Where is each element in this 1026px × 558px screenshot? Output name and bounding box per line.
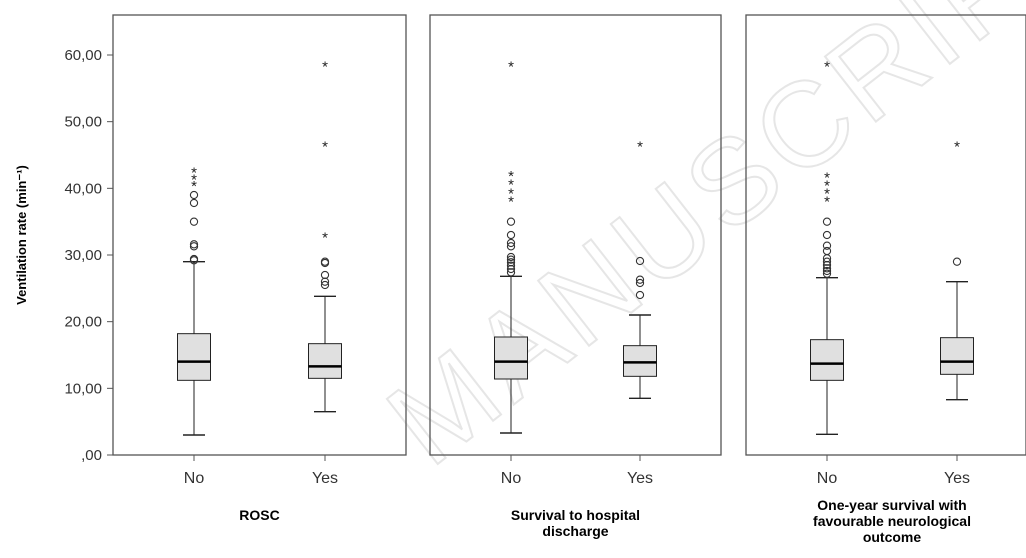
outlier-point <box>635 256 645 266</box>
outlier-point <box>506 217 516 226</box>
y-axis: ,00 10,00 20,00 30,00 40,00 50,00 60,00 <box>64 47 113 464</box>
panel-frame <box>112 14 407 456</box>
outlier-point <box>320 257 330 266</box>
panel-title: ROSC <box>239 507 279 523</box>
outlier-point <box>506 252 516 262</box>
x-category-label: No <box>817 470 838 487</box>
x-category-label: Yes <box>627 470 653 487</box>
iqr-box <box>940 337 974 375</box>
outlier-point <box>506 261 516 270</box>
box-no: *****No <box>810 59 844 487</box>
outlier-point <box>822 269 832 278</box>
extreme-point: * <box>508 168 514 185</box>
y-tick-label: ,00 <box>81 447 102 464</box>
y-tick-label: 20,00 <box>64 314 102 331</box>
panel-title: One-year survival with favourable neurolo… <box>813 497 971 545</box>
watermark-layer: MANUSCRIPT <box>363 0 1026 491</box>
outlier-point <box>189 198 199 208</box>
panel-title-line: favourable neurological <box>813 513 971 529</box>
extreme-point: * <box>954 139 960 156</box>
outlier-point <box>952 257 962 266</box>
box-no: *****No <box>494 59 528 487</box>
outlier-point <box>506 242 516 251</box>
outlier-point <box>635 278 645 288</box>
y-tick-label: 40,00 <box>64 180 102 197</box>
outlier-point <box>189 217 199 226</box>
panel-title-line: outcome <box>863 529 922 545</box>
outlier-point <box>320 270 330 280</box>
outlier-point <box>822 266 832 276</box>
y-axis-label: Ventilation rate (min⁻¹) <box>14 165 29 305</box>
watermark-text: MANUSCRIPT <box>364 0 1026 490</box>
extreme-point: * <box>824 169 830 186</box>
extreme-point: * <box>191 178 197 195</box>
extreme-point: * <box>508 185 514 202</box>
panel-title: Survival to hospital discharge <box>511 507 640 539</box>
panel-frame <box>745 14 1026 456</box>
panel-title-line: discharge <box>542 523 608 539</box>
box-yes: * Yes <box>940 139 974 487</box>
outlier-point <box>822 246 832 256</box>
outlier-point <box>189 254 199 264</box>
outlier-point <box>822 230 832 240</box>
extreme-point: * <box>508 59 514 76</box>
x-category-label: Yes <box>944 470 970 487</box>
outlier-point <box>822 217 832 226</box>
outlier-point <box>822 257 832 266</box>
iqr-box <box>623 345 657 377</box>
outlier-point <box>635 290 645 300</box>
panel-title-line: One-year survival with <box>817 497 966 513</box>
extreme-point: * <box>322 59 328 76</box>
y-tick-label: 50,00 <box>64 114 102 131</box>
extreme-point: * <box>191 165 197 182</box>
outlier-point <box>189 190 199 200</box>
outlier-point <box>320 280 330 290</box>
box-yes: * * * Yes <box>308 59 342 487</box>
panel-title-line: ROSC <box>239 507 279 523</box>
y-tick-label: 30,00 <box>64 247 102 264</box>
extreme-point: * <box>824 59 830 76</box>
iqr-box <box>810 339 844 381</box>
extreme-point: * <box>322 229 328 246</box>
panel-frame <box>429 14 722 456</box>
outlier-point <box>635 275 645 284</box>
outlier-point <box>506 230 516 240</box>
outlier-point <box>506 255 516 264</box>
extreme-point: * <box>191 171 197 188</box>
outlier-point <box>506 238 516 248</box>
x-category-label: No <box>501 470 522 487</box>
iqr-box <box>177 333 211 381</box>
extreme-point: * <box>508 177 514 194</box>
box-no: *** No <box>177 165 211 487</box>
extreme-point: * <box>824 177 830 194</box>
panel-title-line: Survival to hospital <box>511 507 640 523</box>
extreme-point: * <box>824 185 830 202</box>
outlier-point <box>822 241 832 250</box>
outlier-point <box>506 258 516 267</box>
iqr-box <box>308 343 342 379</box>
extreme-point: * <box>824 193 830 210</box>
extreme-point: * <box>322 139 328 156</box>
iqr-box <box>494 336 528 380</box>
extreme-point: * <box>637 139 643 156</box>
y-tick-label: 60,00 <box>64 47 102 64</box>
x-category-label: Yes <box>312 470 338 487</box>
box-yes: * Yes <box>623 139 657 487</box>
x-category-label: No <box>184 470 205 487</box>
y-tick-label: 10,00 <box>64 380 102 397</box>
extreme-point: * <box>508 193 514 210</box>
outlier-point <box>189 240 199 249</box>
